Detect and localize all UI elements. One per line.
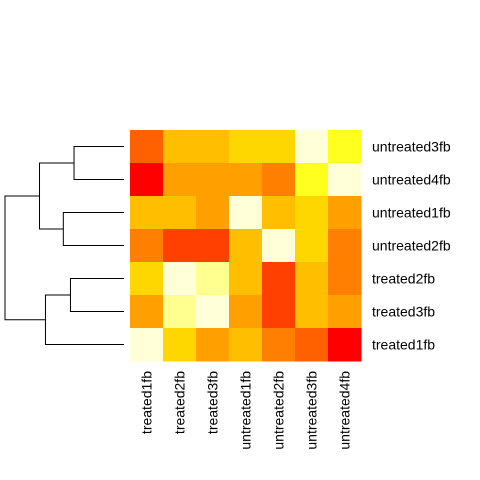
heatmap-cell-treated2fb-treated3fb (196, 262, 230, 296)
heatmap-cell-untreated4fb-untreated4fb (328, 163, 362, 197)
column-label-untreated1fb: untreated1fb (238, 371, 254, 450)
heatmap-cell-untreated4fb-untreated1fb (229, 163, 263, 197)
heatmap-cell-treated2fb-untreated2fb (262, 262, 296, 296)
row-label-treated1fb: treated1fb (372, 337, 435, 353)
heatmap-cell-untreated1fb-untreated2fb (262, 196, 296, 230)
column-labels: treated1fb treated2fb treated3fb untreated1… (139, 371, 353, 450)
heatmap-cell-untreated2fb-untreated3fb (295, 229, 329, 263)
heatmap-cell-untreated4fb-treated1fb (130, 163, 164, 197)
heatmap-cell-treated1fb-treated3fb (196, 328, 230, 362)
heatmap-cell-untreated4fb-untreated2fb (262, 163, 296, 197)
heatmap-cell-treated3fb-untreated2fb (262, 295, 296, 329)
column-label-treated2fb: treated2fb (172, 371, 188, 434)
heatmap-cell-untreated1fb-untreated3fb (295, 196, 329, 230)
heatmap-cell-treated2fb-untreated1fb (229, 262, 263, 296)
heatmap-cell-treated1fb-treated1fb (130, 328, 164, 362)
heatmap-cell-untreated4fb-treated2fb (163, 163, 197, 197)
row-label-untreated4fb: untreated4fb (372, 172, 451, 188)
heatmap-cell-untreated1fb-untreated4fb (328, 196, 362, 230)
column-label-untreated4fb: untreated4fb (337, 371, 353, 450)
heatmap-cell-untreated3fb-untreated2fb (262, 130, 296, 164)
column-label-treated3fb: treated3fb (205, 371, 221, 434)
heatmap-cell-untreated4fb-treated3fb (196, 163, 230, 197)
heatmap-cell-untreated3fb-treated3fb (196, 130, 230, 164)
heatmap-cell-treated1fb-untreated4fb (328, 328, 362, 362)
row-label-treated2fb: treated2fb (372, 271, 435, 287)
row-label-treated3fb: treated3fb (372, 304, 435, 320)
heatmap-cell-untreated3fb-treated2fb (163, 130, 197, 164)
heatmap-cell-untreated3fb-untreated1fb (229, 130, 263, 164)
dendrogram-branch-3 (62, 212, 124, 246)
heatmap-cell-untreated3fb-untreated4fb (328, 130, 362, 164)
heatmap-cell-treated2fb-untreated4fb (328, 262, 362, 296)
heatmap-cell-untreated2fb-untreated2fb (262, 229, 296, 263)
heatmap-cell-untreated4fb-untreated3fb (295, 163, 329, 197)
dendrogram-branch-6 (4, 195, 46, 321)
heatmap-cell-untreated2fb-untreated4fb (328, 229, 362, 263)
row-dendrogram (4, 146, 124, 345)
heatmap-cell-treated3fb-treated2fb (163, 295, 197, 329)
heatmap-cell-untreated2fb-treated1fb (130, 229, 164, 263)
heatmap-cell-untreated1fb-treated3fb (196, 196, 230, 230)
dendrogram-branch-4 (44, 294, 124, 345)
column-label-treated1fb: treated1fb (139, 371, 155, 434)
heatmap-cell-treated3fb-treated3fb (196, 295, 230, 329)
dendrogram-branch-5 (39, 162, 75, 230)
row-labels: untreated3fb untreated4fb untreated1fb untr… (372, 139, 451, 353)
heatmap-cell-untreated2fb-treated3fb (196, 229, 230, 263)
row-label-untreated2fb: untreated2fb (372, 238, 451, 254)
heatmap-cell-treated2fb-treated2fb (163, 262, 197, 296)
heatmap-cell-treated1fb-untreated2fb (262, 328, 296, 362)
heatmap-cell-treated3fb-treated1fb (130, 295, 164, 329)
row-label-untreated1fb: untreated1fb (372, 205, 451, 221)
heatmap-cell-untreated1fb-untreated1fb (229, 196, 263, 230)
column-label-untreated2fb: untreated2fb (271, 371, 287, 450)
heatmap-cell-treated3fb-untreated3fb (295, 295, 329, 329)
heatmap-cell-treated3fb-untreated1fb (229, 295, 263, 329)
heatmap-cell-untreated3fb-untreated3fb (295, 130, 329, 164)
heatmap-cell-treated1fb-untreated3fb (295, 328, 329, 362)
heatmap-cell-treated2fb-untreated3fb (295, 262, 329, 296)
heatmap-cell-untreated3fb-treated1fb (130, 130, 164, 164)
dendrogram-branch-2 (69, 278, 124, 312)
heatmap-cell-treated3fb-untreated4fb (328, 295, 362, 329)
heatmap-cell-untreated2fb-treated2fb (163, 229, 197, 263)
heatmap-cell-untreated2fb-untreated1fb (229, 229, 263, 263)
heatmap-cell-treated1fb-untreated1fb (229, 328, 263, 362)
heatmap-cells (130, 130, 362, 362)
heatmap-cell-untreated1fb-treated2fb (163, 196, 197, 230)
column-label-untreated3fb: untreated3fb (304, 371, 320, 450)
row-label-untreated3fb: untreated3fb (372, 139, 451, 155)
heatmap-cell-treated2fb-treated1fb (130, 262, 164, 296)
heatmap-cell-untreated1fb-treated1fb (130, 196, 164, 230)
dendrogram-branch-1 (73, 146, 124, 180)
heatmap-cell-treated1fb-treated2fb (163, 328, 197, 362)
